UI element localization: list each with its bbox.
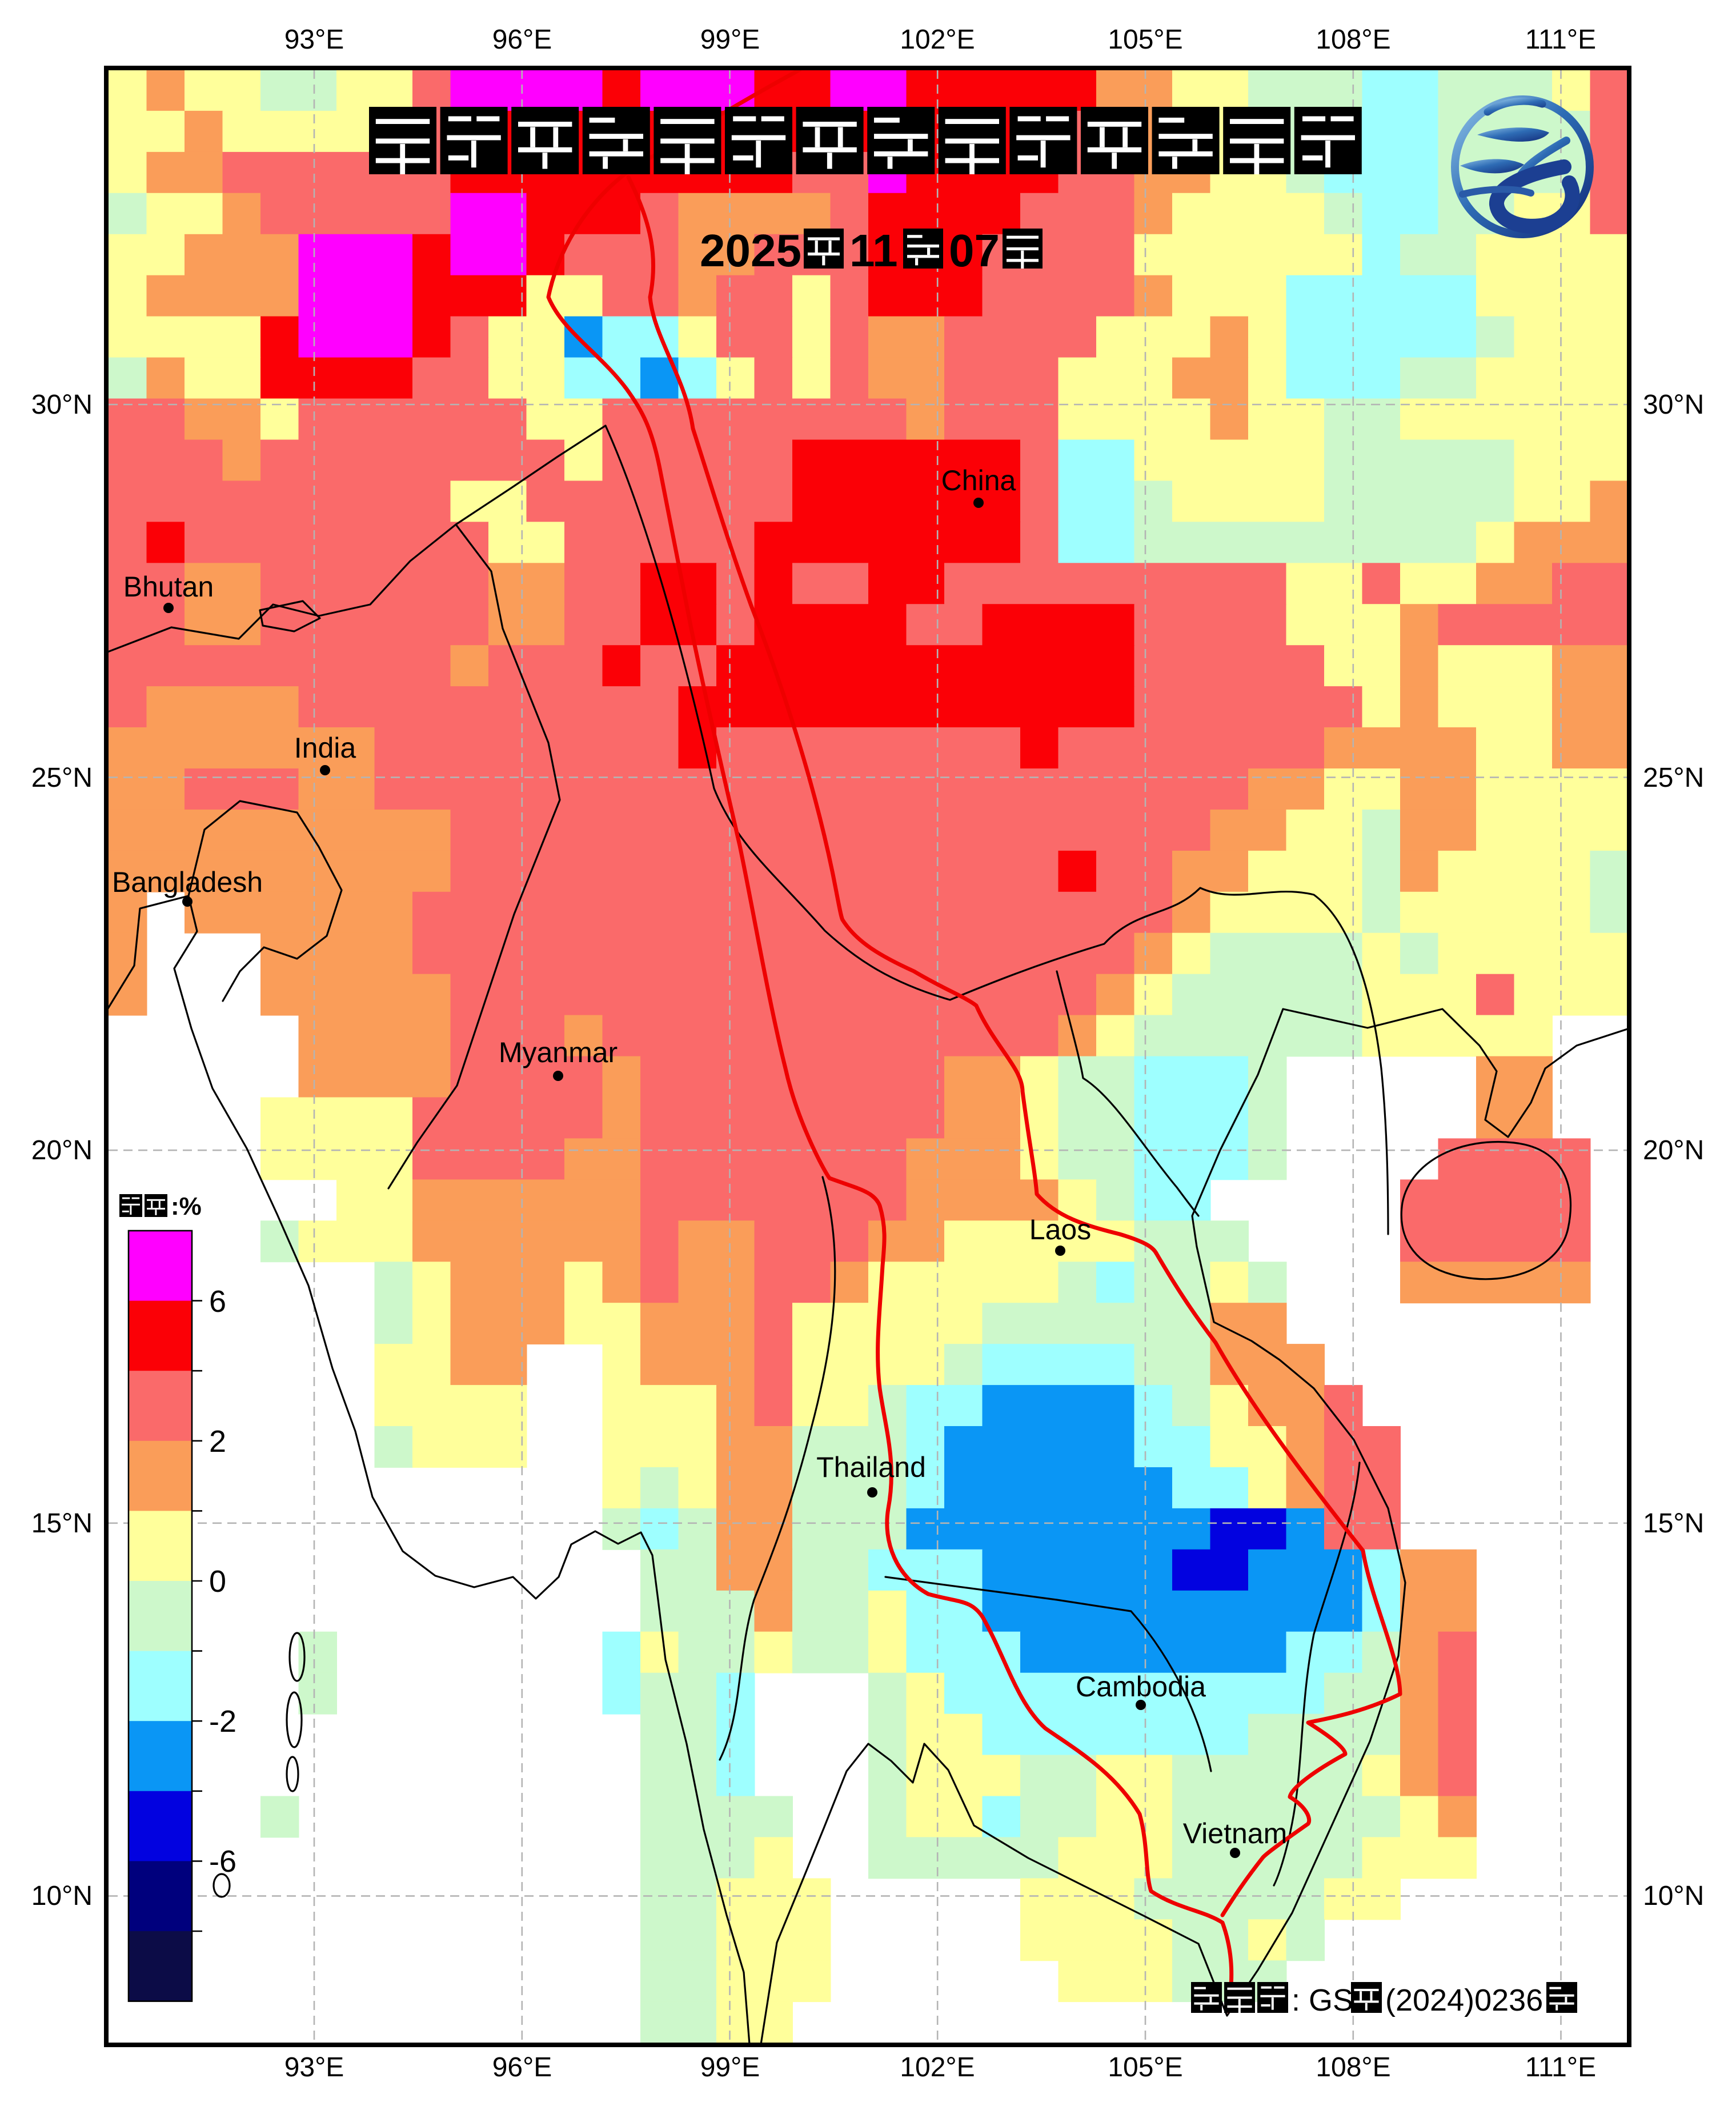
svg-text:(2024)0236: (2024)0236 [1385, 1983, 1543, 2017]
svg-text:111°E: 111°E [1525, 2052, 1596, 2083]
svg-text:07: 07 [949, 225, 1000, 276]
svg-text::%: :% [171, 1192, 202, 1220]
svg-text:10°N: 10°N [31, 1881, 93, 1911]
svg-text:20°N: 20°N [1643, 1135, 1704, 1166]
svg-text:93°E: 93°E [284, 2052, 344, 2083]
svg-text:15°N: 15°N [31, 1508, 93, 1539]
svg-text:25°N: 25°N [31, 763, 93, 793]
svg-text:105°E: 105°E [1108, 2052, 1182, 2083]
svg-text:30°N: 30°N [31, 390, 93, 420]
svg-text:-2: -2 [209, 1704, 236, 1739]
svg-text:India: India [294, 732, 356, 764]
svg-text:25°N: 25°N [1643, 763, 1704, 793]
svg-text:2: 2 [209, 1424, 226, 1459]
svg-text:108°E: 108°E [1316, 25, 1390, 55]
svg-text:96°E: 96°E [492, 2052, 552, 2083]
svg-text:: GS: : GS [1292, 1983, 1353, 2017]
svg-text:Vietnam: Vietnam [1183, 1817, 1288, 1849]
svg-text:-6: -6 [209, 1844, 236, 1879]
svg-text:6: 6 [209, 1284, 226, 1319]
svg-text:15°N: 15°N [1643, 1508, 1704, 1539]
svg-text:30°N: 30°N [1643, 390, 1704, 420]
svg-text:Thailand: Thailand [816, 1451, 926, 1483]
svg-text:0: 0 [209, 1564, 226, 1599]
svg-text:99°E: 99°E [700, 2052, 760, 2083]
svg-text:China: China [941, 465, 1016, 497]
svg-text:102°E: 102°E [900, 2052, 975, 2083]
svg-text:11: 11 [849, 225, 898, 276]
svg-text:102°E: 102°E [900, 25, 975, 55]
svg-text:Bangladesh: Bangladesh [112, 866, 263, 898]
svg-text:Myanmar: Myanmar [499, 1036, 618, 1068]
svg-text:2025: 2025 [700, 225, 801, 276]
svg-text:99°E: 99°E [700, 25, 760, 55]
svg-text:105°E: 105°E [1108, 25, 1182, 55]
svg-text:108°E: 108°E [1316, 2052, 1390, 2083]
svg-text:10°N: 10°N [1643, 1881, 1704, 1911]
svg-text:93°E: 93°E [284, 25, 344, 55]
svg-text:Cambodia: Cambodia [1076, 1671, 1206, 1703]
svg-text:111°E: 111°E [1525, 25, 1596, 55]
svg-text:96°E: 96°E [492, 25, 552, 55]
svg-text:Bhutan: Bhutan [123, 571, 214, 603]
svg-text:20°N: 20°N [31, 1135, 93, 1166]
svg-text:Laos: Laos [1029, 1214, 1091, 1246]
